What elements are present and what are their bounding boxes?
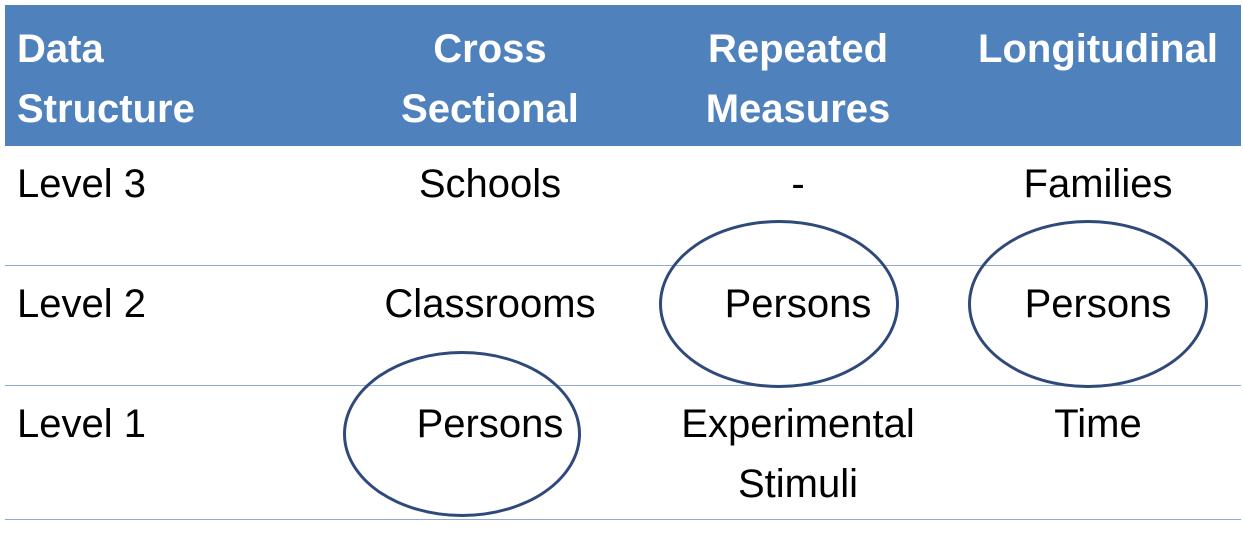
cell-level-3-longitudinal: Families	[955, 144, 1241, 266]
cell-level-2-repeated-measures: Persons	[641, 264, 955, 386]
cell-level-1-longitudinal: Time	[955, 384, 1241, 520]
cell-level-1-repeated-measures: Experimental Stimuli	[641, 384, 955, 520]
cell-level-2-cross-sectional: Classrooms	[339, 264, 641, 386]
header-cross-sectional: Cross Sectional	[339, 5, 641, 146]
table-header: Data Structure Cross Sectional Repeated …	[5, 5, 1241, 146]
cell-level-1-cross-sectional: Persons	[339, 384, 641, 520]
table-row-level-2: Level 2 Classrooms Persons Persons	[5, 264, 1241, 386]
table-row-level-1: Level 1 Persons Experimental Stimuli Tim…	[5, 384, 1241, 520]
table-row-level-3: Level 3 Schools - Families	[5, 144, 1241, 266]
header-data-structure: Data Structure	[5, 5, 339, 146]
row-label-level-2: Level 2	[5, 264, 339, 386]
header-longitudinal: Longitudinal	[955, 5, 1241, 146]
data-structure-table: Data Structure Cross Sectional Repeated …	[5, 5, 1241, 520]
table-body: Level 3 Schools - Families Level 2 Class…	[5, 144, 1241, 520]
row-label-level-1: Level 1	[5, 384, 339, 520]
header-repeated-measures: Repeated Measures	[641, 5, 955, 146]
cell-level-2-longitudinal: Persons	[955, 264, 1241, 386]
row-label-level-3: Level 3	[5, 144, 339, 266]
header-row: Data Structure Cross Sectional Repeated …	[5, 5, 1241, 146]
cell-level-3-repeated-measures: -	[641, 144, 955, 266]
cell-level-3-cross-sectional: Schools	[339, 144, 641, 266]
